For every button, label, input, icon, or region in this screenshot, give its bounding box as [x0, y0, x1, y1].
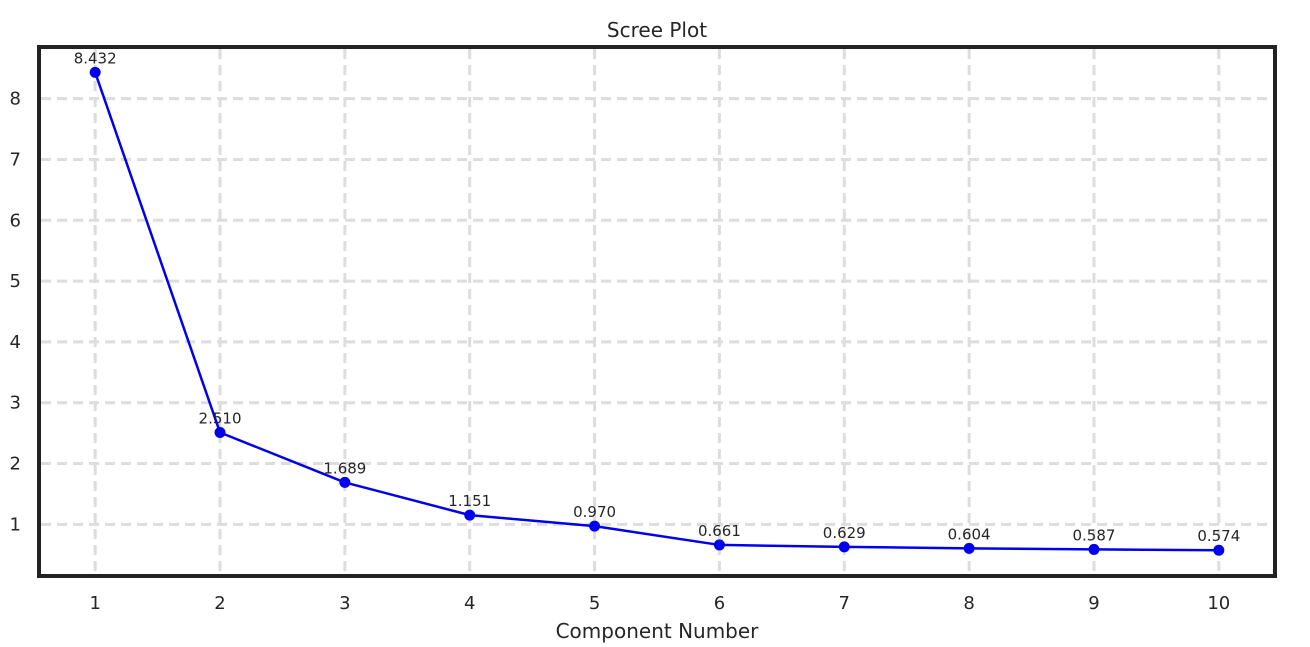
eigenvalue-data-label: 1.689 — [323, 459, 366, 477]
eigenvalue-point — [1088, 543, 1100, 555]
eigenvalue-point — [713, 539, 725, 551]
x-tick-label: 3 — [339, 593, 350, 614]
eigenvalue-point — [589, 520, 601, 532]
eigenvalue-data-label: 2.510 — [199, 410, 242, 428]
y-tick-label: 6 — [10, 210, 21, 231]
x-tick-label: 4 — [464, 593, 475, 614]
x-tick-label: 8 — [963, 593, 974, 614]
x-tick-label: 6 — [714, 593, 725, 614]
x-tick-label: 9 — [1088, 593, 1099, 614]
eigenvalue-line — [93, 72, 1219, 552]
chart-title: Scree Plot — [607, 18, 707, 42]
eigenvalue-data-label: 0.587 — [1072, 526, 1115, 544]
plot-frame — [37, 45, 1277, 578]
eigenvalue-point — [214, 427, 226, 439]
eigenvalue-data-label: 0.629 — [823, 524, 866, 542]
x-tick-label: 1 — [89, 593, 100, 614]
eigenvalue-point — [89, 66, 101, 78]
x-tick-label: 5 — [589, 593, 600, 614]
x-tick-label: 7 — [839, 593, 850, 614]
tick-labels-layer: 1 2 3 4 5 6 7 8 9 10 1 2 3 4 5 6 7 8 — [10, 89, 1231, 614]
y-tick-label: 3 — [10, 393, 21, 414]
eigenvalue-data-label: 0.661 — [698, 522, 741, 540]
eigenvalue-data-label: 8.432 — [74, 49, 117, 67]
x-axis-label: Component Number — [556, 619, 760, 643]
eigenvalue-point — [464, 509, 476, 521]
y-tick-label: 2 — [10, 454, 21, 475]
eigenvalue-point — [963, 542, 975, 554]
series-layer — [89, 66, 1225, 556]
eigenvalue-point — [1213, 544, 1225, 556]
eigenvalue-data-label: 1.151 — [448, 492, 491, 510]
y-tick-label: 1 — [10, 514, 21, 535]
y-tick-label: 5 — [10, 271, 21, 292]
x-tick-label: 10 — [1207, 593, 1230, 614]
data-labels-layer: 8.432 2.510 1.689 1.151 0.970 0.661 0.629 0.604… — [74, 49, 1241, 545]
grid-layer — [41, 49, 1273, 574]
y-tick-label: 4 — [10, 332, 21, 353]
y-tick-label: 7 — [10, 149, 21, 170]
eigenvalue-data-label: 0.604 — [948, 525, 991, 543]
eigenvalue-data-label: 0.574 — [1197, 527, 1240, 545]
eigenvalue-data-label: 0.970 — [573, 503, 616, 521]
y-tick-label: 8 — [10, 89, 21, 110]
eigenvalue-point — [339, 476, 351, 488]
eigenvalue-point — [838, 541, 850, 553]
x-tick-label: 2 — [214, 593, 225, 614]
